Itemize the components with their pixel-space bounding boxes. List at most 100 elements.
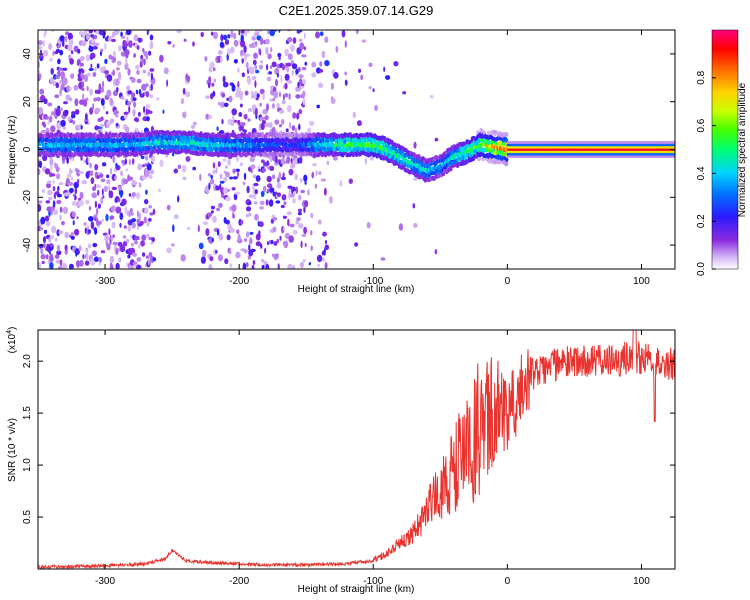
spectrogram-noise-cell xyxy=(240,34,244,43)
spectrogram-noise-cell xyxy=(114,110,120,115)
spectrogram-noise-cell xyxy=(324,262,328,269)
spectrogram-noise-cell xyxy=(398,223,404,231)
spectrogram-noise-cell xyxy=(122,161,126,166)
spectrogram-noise-cell xyxy=(210,210,214,214)
spectrogram-noise-cell xyxy=(303,174,308,182)
spectrogram-noise-cell xyxy=(145,189,148,195)
colorbar-label: Normalized spectral amplitude xyxy=(737,82,748,217)
spectrogram-noise-cell xyxy=(38,200,43,204)
spectrogram-noise-cell xyxy=(91,250,97,257)
spectrogram-noise-cell xyxy=(261,120,266,125)
spectrogram-noise-cell xyxy=(236,87,241,92)
spectrogram-noise-cell xyxy=(69,187,74,194)
spectrogram-noise-cell xyxy=(88,206,92,211)
spectrogram-noise-cell xyxy=(55,108,61,117)
spectrogram-noise-cell xyxy=(250,248,256,253)
spectrogram-noise-cell xyxy=(212,162,216,169)
spectrogram-noise-cell xyxy=(64,109,69,114)
spectrogram-noise-cell xyxy=(287,53,293,60)
spectrogram-noise-cell xyxy=(58,67,63,72)
spectrogram-noise-cell xyxy=(89,88,93,96)
spectrogram-noise-cell xyxy=(304,242,307,248)
spectrogram-noise-cell xyxy=(317,263,320,267)
spectrogram-noise-cell xyxy=(73,84,79,91)
spectrogram-noise-cell xyxy=(148,217,152,222)
colorbar-tick-label: 0.2 xyxy=(696,214,707,228)
spectrogram-noise-cell xyxy=(43,98,48,105)
spectrogram-noise-cell xyxy=(261,168,266,173)
spectrogram-noise-cell xyxy=(333,72,339,79)
snr-xtick-label: 0 xyxy=(505,576,511,587)
spectrogram-noise-cell xyxy=(108,54,113,60)
spectrogram-noise-cell xyxy=(144,169,150,178)
spectrogram-noise-cell xyxy=(212,90,216,97)
spectrogram-noise-cell xyxy=(223,102,229,108)
spectrogram-noise-cell xyxy=(49,243,54,248)
spectrogram-noise-cell xyxy=(219,180,225,184)
spectrogram-noise-cell xyxy=(140,155,145,160)
spectrogram-noise-cell xyxy=(93,34,98,40)
spectrogram-noise-cell xyxy=(372,88,375,93)
spectrogram-noise-cell xyxy=(220,187,225,194)
spectrogram-noise-cell xyxy=(303,206,306,213)
spectrogram-noise-cell xyxy=(287,185,293,189)
spectrogram-noise-cell xyxy=(112,241,118,246)
spectrogram-noise-cell xyxy=(78,245,82,252)
spectrogram-noise-cell xyxy=(251,94,255,99)
spectrogram-noise-cell xyxy=(264,115,269,121)
spectrogram-noise-cell xyxy=(84,260,90,266)
spectrogram-noise-cell xyxy=(255,31,260,37)
spectrogram-noise-cell xyxy=(259,64,263,70)
spectrogram-noise-cell xyxy=(298,38,303,43)
spectrogram-noise-cell xyxy=(47,102,53,107)
spectrogram-noise-cell xyxy=(117,45,122,52)
spectrogram-noise-cell xyxy=(49,235,55,239)
spectrogram-noise-cell xyxy=(94,200,98,208)
spectrogram-noise-cell xyxy=(88,216,94,222)
spectrogram-noise-cell xyxy=(275,78,278,87)
spectrogram-noise-cell xyxy=(55,48,61,54)
spectrogram-noise-cell xyxy=(324,60,330,67)
spectrogram-noise-cell xyxy=(261,264,265,269)
spectrogram-noise-cell xyxy=(50,163,53,172)
spectrogram-noise-cell xyxy=(106,89,112,98)
spectrogram-noise-cell xyxy=(61,40,65,47)
spectrogram-noise-cell xyxy=(192,166,197,171)
spectrogram-noise-cell xyxy=(111,38,116,43)
colorbar-tick-label: 0.6 xyxy=(696,118,707,132)
spectrogram-noise-cell xyxy=(112,69,115,77)
spectrogram-noise-cell xyxy=(227,48,231,56)
spectrogram-noise-cell xyxy=(186,227,191,230)
spectrogram-noise-cell xyxy=(292,37,297,44)
spectrogram-noise-cell xyxy=(260,122,265,131)
spectrogram-noise-cell xyxy=(136,45,140,50)
spectrogram-noise-cell xyxy=(71,201,77,206)
spectrogram-noise-cell xyxy=(136,210,139,218)
spectrogram-noise-cell xyxy=(302,258,306,263)
spectrogram-noise-cell xyxy=(210,174,213,180)
spectrogram-noise-cell xyxy=(243,45,247,53)
spectrogram-noise-cell xyxy=(131,242,134,247)
spectrogram-noise-cell xyxy=(98,256,102,263)
spectrogram-noise-cell xyxy=(121,198,127,206)
spectrogram-noise-cell xyxy=(98,83,102,92)
spectrogram-noise-cell xyxy=(385,75,391,80)
spectrogram-noise-cell xyxy=(315,170,318,176)
spectrogram-noise-cell xyxy=(288,93,291,100)
spectrogram-noise-cell xyxy=(192,41,195,47)
spectrogram-noise-cell xyxy=(89,170,94,177)
spectrogram-noise-cell xyxy=(207,173,212,177)
spectrogram-noise-cell xyxy=(278,109,285,114)
spectrogram-noise-cell xyxy=(39,49,43,54)
spectrogram-noise-cell xyxy=(262,185,267,193)
spectrogram-noise-cell xyxy=(52,186,56,192)
spectrogram-noise-cell xyxy=(110,205,116,212)
spectrogram-noise-cell xyxy=(117,197,121,203)
spectrogram-noise-cell xyxy=(286,80,293,84)
spectrogram-noise-cell xyxy=(215,166,218,174)
spectrogram-noise-cell xyxy=(112,234,116,239)
spectrogram-noise-cell xyxy=(115,206,122,214)
spectrogram-noise-cell xyxy=(320,178,327,182)
spectrogram-noise-cell xyxy=(70,73,75,79)
spectrogram-noise-cell xyxy=(251,76,257,80)
